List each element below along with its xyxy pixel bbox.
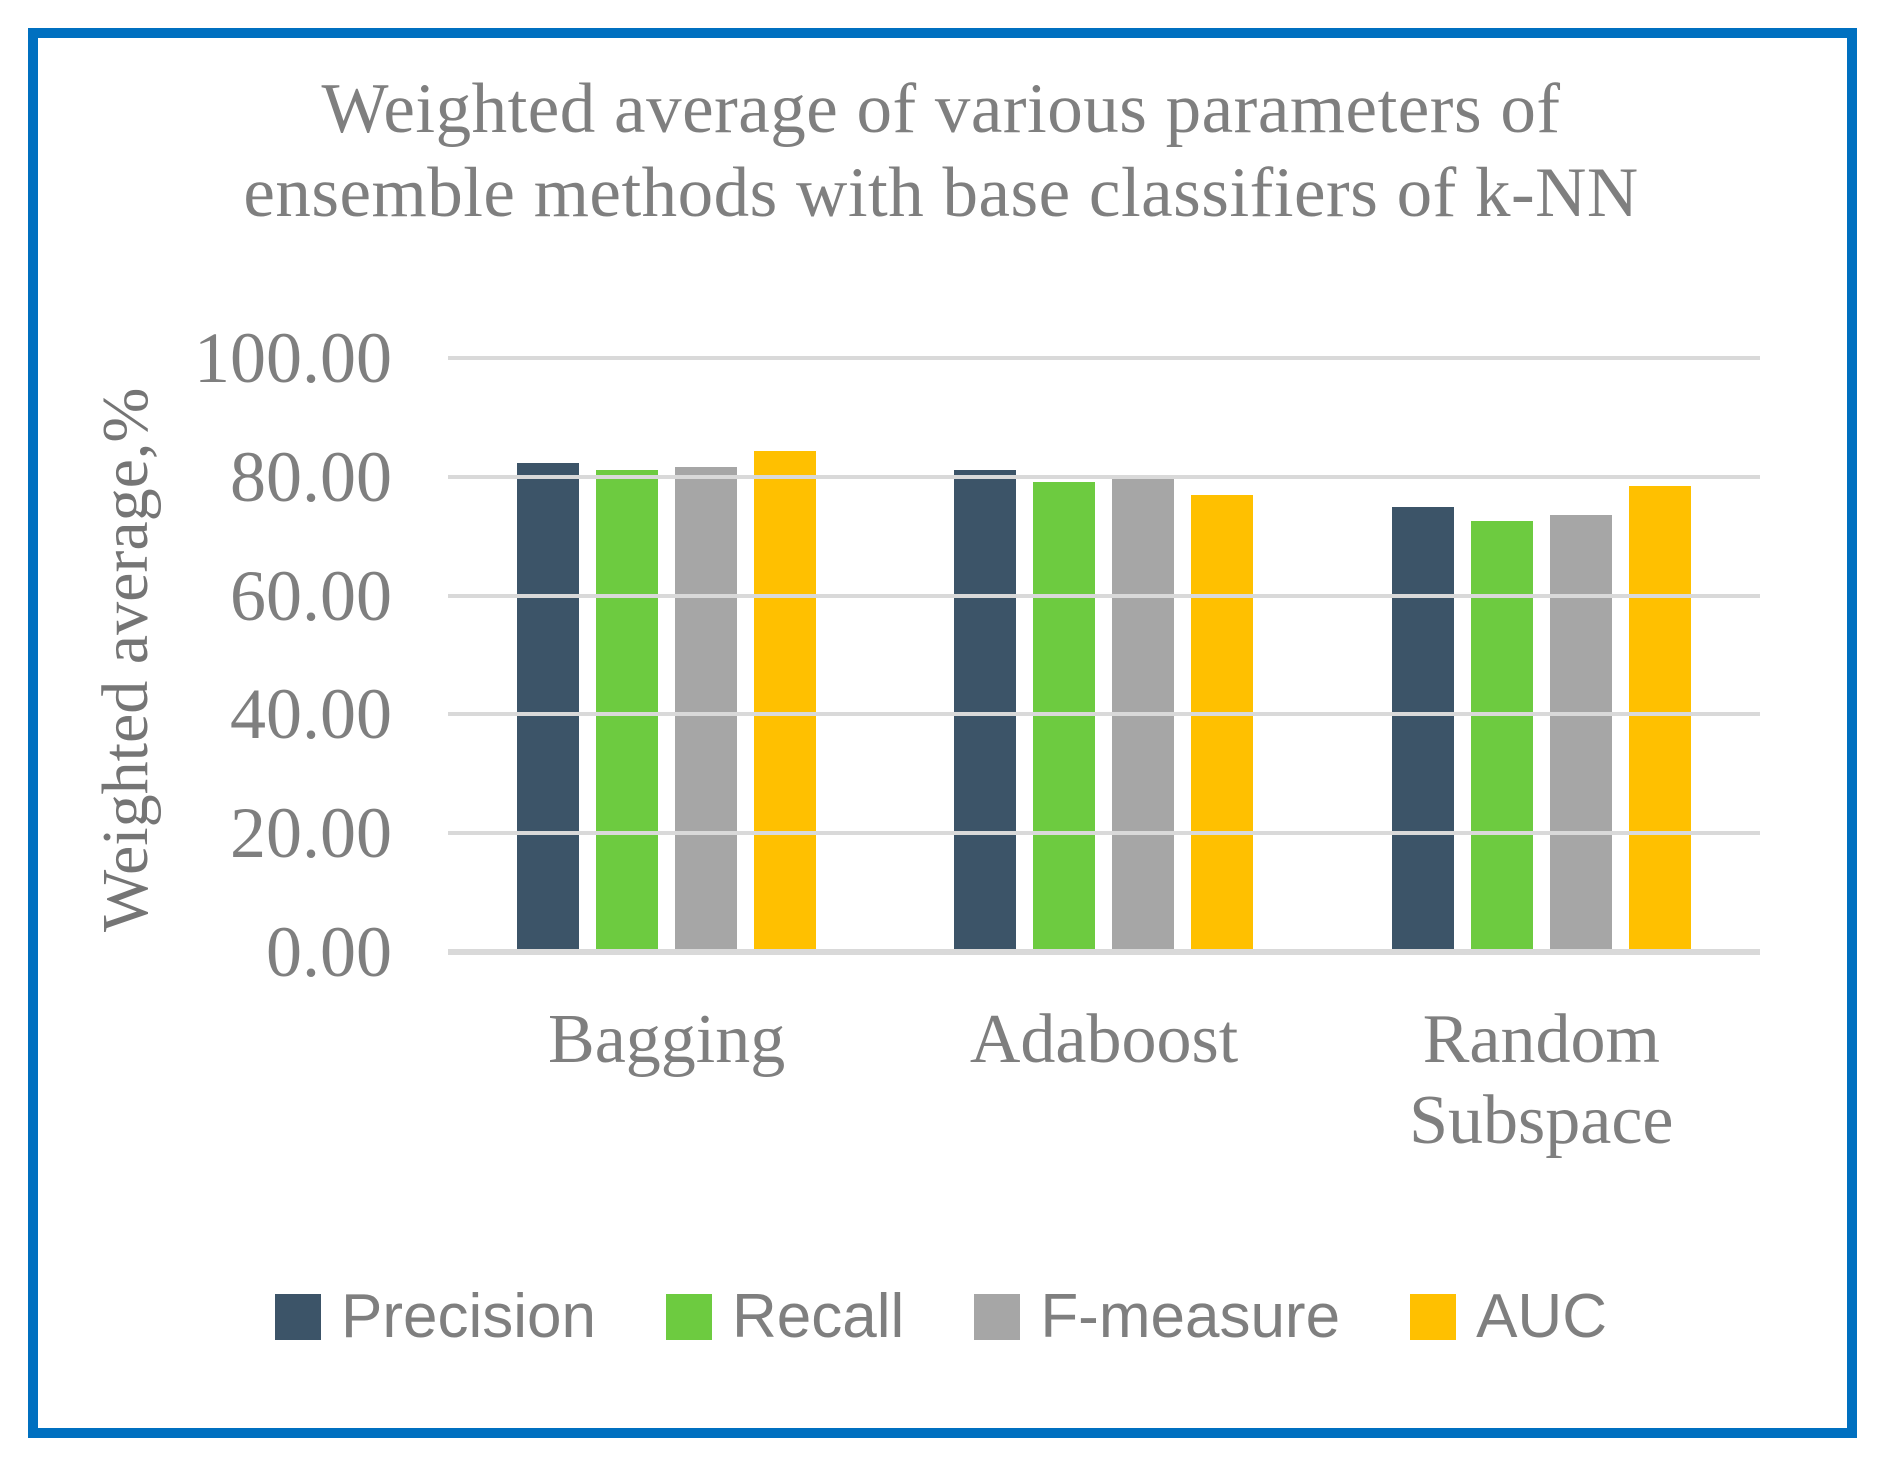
- legend-item-auc: AUC: [1410, 1286, 1607, 1348]
- legend-item-f-measure: F-measure: [974, 1286, 1340, 1348]
- y-tick-100.00: 100.00: [194, 318, 392, 398]
- gridline-80: [448, 474, 1760, 479]
- x-category-adaboost: Adaboost: [885, 1000, 1322, 1161]
- x-category-bagging: Bagging: [448, 1000, 885, 1161]
- gridline-40: [448, 712, 1760, 717]
- legend-swatch-auc: [1410, 1294, 1457, 1340]
- x-category-label-random-subspace: Random Subspace: [1409, 1001, 1674, 1159]
- y-axis-tick-labels: 0.00 20.00 40.00 60.00 80.00 100.00: [0, 318, 392, 992]
- legend-swatch-f-measure: [974, 1294, 1021, 1340]
- chart-title-line-2: ensemble methods with base classifiers o…: [243, 153, 1639, 232]
- x-axis-line: [448, 949, 1760, 955]
- bar-adaboost-auc: [1191, 495, 1254, 952]
- plot-area: [448, 356, 1760, 955]
- y-tick-0.00: 0.00: [266, 912, 392, 992]
- y-tick-80.00: 80.00: [230, 436, 392, 517]
- legend-label-precision: Precision: [341, 1282, 597, 1351]
- legend: Precision Recall F-measure AUC: [0, 1286, 1882, 1348]
- x-category-random-subspace: Random Subspace: [1323, 1000, 1760, 1161]
- bar-random-subspace-recall: [1470, 520, 1533, 952]
- gridline-60: [448, 593, 1760, 598]
- legend-label-f-measure: F-measure: [1040, 1282, 1341, 1351]
- bar-adaboost-recall: [1033, 482, 1096, 952]
- legend-label-auc: AUC: [1476, 1282, 1607, 1351]
- x-category-label-bagging: Bagging: [548, 1001, 786, 1078]
- gridline-20: [448, 831, 1760, 836]
- legend-item-recall: Recall: [666, 1286, 904, 1348]
- bar-group-adaboost: [885, 358, 1322, 952]
- legend-item-precision: Precision: [275, 1286, 596, 1348]
- bar-bagging-precision: [517, 463, 580, 952]
- bar-random-subspace-f-measure: [1549, 515, 1612, 952]
- y-tick-60.00: 60.00: [230, 555, 392, 636]
- gridline-100: [448, 356, 1760, 360]
- legend-swatch-recall: [666, 1294, 713, 1340]
- y-tick-20.00: 20.00: [230, 793, 392, 874]
- bar-groups: [448, 358, 1760, 952]
- bar-bagging-recall: [596, 470, 659, 952]
- chart-title: Weighted average of various parameters o…: [0, 68, 1882, 236]
- bar-bagging-f-measure: [675, 467, 738, 952]
- bar-group-random-subspace: [1323, 358, 1760, 952]
- bar-bagging-auc: [754, 451, 817, 952]
- bar-random-subspace-auc: [1628, 486, 1691, 952]
- legend-swatch-precision: [275, 1294, 322, 1340]
- x-category-label-adaboost: Adaboost: [969, 1001, 1239, 1078]
- x-axis-category-labels: Bagging Adaboost Random Subspace: [448, 1000, 1760, 1161]
- chart-title-line-1: Weighted average of various parameters o…: [321, 70, 1561, 148]
- bar-adaboost-precision: [954, 470, 1017, 952]
- legend-label-recall: Recall: [732, 1282, 905, 1351]
- bar-group-bagging: [448, 358, 885, 952]
- bar-random-subspace-precision: [1391, 507, 1454, 952]
- y-tick-40.00: 40.00: [230, 674, 392, 755]
